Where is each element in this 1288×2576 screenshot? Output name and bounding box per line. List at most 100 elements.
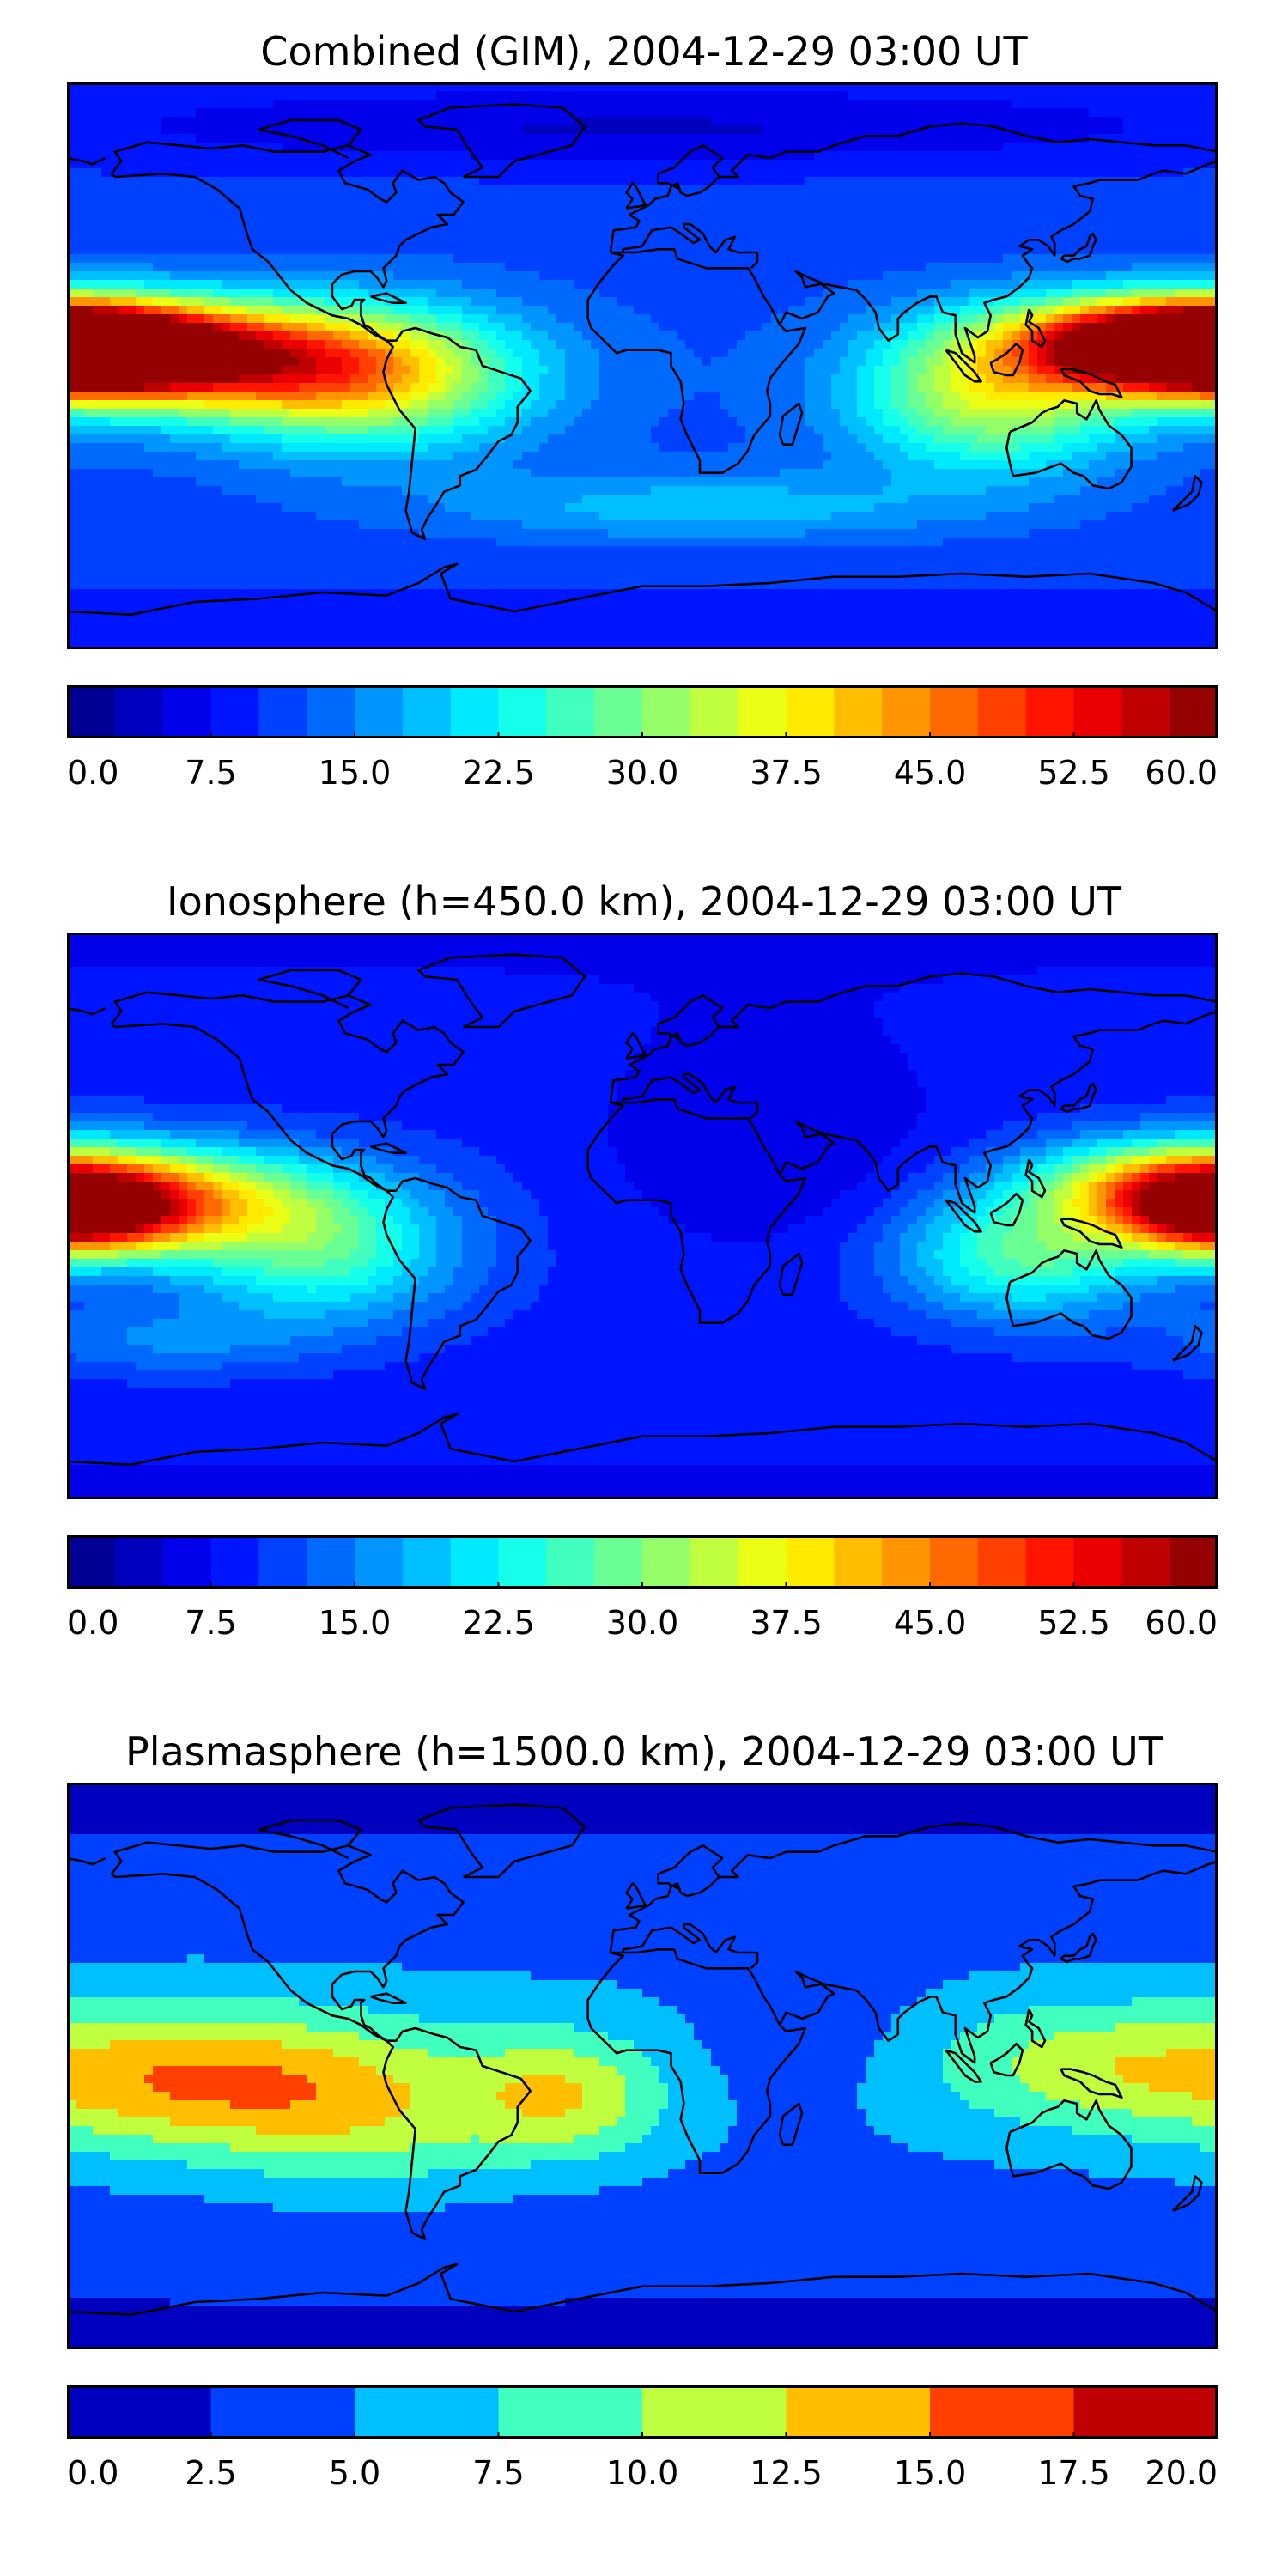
colorbar-tick-label: 0.0 <box>67 1604 118 1642</box>
colorbar-segment <box>1170 685 1218 738</box>
colorbar-segment <box>67 685 116 738</box>
colorbar-tick-label: 30.0 <box>606 1604 679 1642</box>
colorbar-segment <box>355 685 404 738</box>
colorbar-tick-label: 7.5 <box>472 2454 524 2492</box>
colorbar-segment <box>690 1535 739 1589</box>
colorbar-segment <box>1073 2385 1218 2439</box>
colorbar-segment <box>642 2385 787 2439</box>
colorbar-segment <box>258 685 307 738</box>
colorbar-segment <box>642 1535 691 1589</box>
colorbar-tick-label: 7.5 <box>185 1604 236 1642</box>
colorbar-tick-label: 5.0 <box>329 2454 380 2492</box>
colorbar-tick-label: 2.5 <box>185 2454 236 2492</box>
colorbar-segment <box>114 1535 164 1589</box>
colorbar-tick-label: 60.0 <box>1145 1604 1218 1642</box>
colorbar-tick-label: 60.0 <box>1145 754 1218 792</box>
tec-field <box>67 1783 1218 2349</box>
colorbar-segment <box>930 1535 979 1589</box>
colorbar-tick-label: 37.5 <box>750 754 823 792</box>
colorbar-segment <box>1025 685 1074 738</box>
tec-field <box>67 933 1218 1499</box>
colorbar-segment <box>498 2385 643 2439</box>
colorbar-tick-label: 15.0 <box>319 1604 392 1642</box>
colorbar-segment <box>786 1535 835 1589</box>
colorbar-segment <box>786 685 835 738</box>
colorbar-segment <box>977 685 1027 738</box>
colorbar <box>67 685 1218 738</box>
colorbar-segment <box>546 1535 595 1589</box>
colorbar-segment <box>355 2385 499 2439</box>
colorbar-tick-label: 30.0 <box>606 754 679 792</box>
colorbar-segment <box>977 1535 1027 1589</box>
colorbar-segment <box>1025 1535 1074 1589</box>
colorbar-segment <box>786 2385 931 2439</box>
colorbar-segment <box>114 685 164 738</box>
colorbar-segment <box>834 685 883 738</box>
colorbar-segment <box>450 685 499 738</box>
colorbar-segment <box>210 2385 355 2439</box>
panel-title: Combined (GIM), 2004-12-29 03:00 UT <box>0 26 1288 77</box>
colorbar-segment <box>162 685 211 738</box>
colorbar-segment <box>67 1535 116 1589</box>
colorbar-tick-label: 52.5 <box>1037 754 1110 792</box>
colorbar-segment <box>307 1535 355 1589</box>
colorbar-tick-label: 52.5 <box>1037 1604 1110 1642</box>
tec-map <box>67 933 1218 1499</box>
colorbar-segment <box>307 685 355 738</box>
tec-field <box>67 82 1218 649</box>
colorbar-segment <box>258 1535 307 1589</box>
colorbar-tick-label: 45.0 <box>894 754 967 792</box>
colorbar <box>67 1535 1218 1589</box>
tec-map <box>67 1783 1218 2349</box>
coastlines <box>67 103 1218 617</box>
colorbar-segment <box>882 685 931 738</box>
panel-combined: Combined (GIM), 2004-12-29 03:00 UT 0.0 7… <box>0 26 1288 867</box>
colorbar-segment <box>642 685 691 738</box>
map-frame-border <box>67 933 1218 1499</box>
colorbar-tick-label: 15.0 <box>894 2454 967 2492</box>
colorbar-segment <box>210 685 259 738</box>
colorbar-segment <box>1073 1535 1122 1589</box>
coastlines <box>67 953 1218 1467</box>
panel-plasmasphere: Plasmasphere (h=1500.0 km), 2004-12-29 0… <box>0 1726 1288 2567</box>
colorbar-segment <box>690 685 739 738</box>
colorbar-tick-label: 0.0 <box>67 754 118 792</box>
colorbar-segment <box>930 2385 1074 2439</box>
panel-title: Ionosphere (h=450.0 km), 2004-12-29 03:0… <box>0 876 1288 927</box>
colorbar-segment <box>1121 685 1170 738</box>
map-frame-border <box>67 82 1218 649</box>
colorbar-segment <box>1073 685 1122 738</box>
colorbar-segment <box>546 685 595 738</box>
colorbar-tick-label: 37.5 <box>750 1604 823 1642</box>
colorbar-segment <box>1121 1535 1170 1589</box>
panel-title: Plasmasphere (h=1500.0 km), 2004-12-29 0… <box>0 1726 1288 1777</box>
colorbar-segment <box>594 685 643 738</box>
colorbar-segment <box>355 1535 404 1589</box>
colorbar-segment <box>498 1535 547 1589</box>
colorbar-segment <box>210 1535 259 1589</box>
map-frame-border <box>67 1783 1218 2349</box>
colorbar-segment <box>450 1535 499 1589</box>
colorbar-segment <box>930 685 979 738</box>
colorbar-tick-label: 10.0 <box>606 2454 679 2492</box>
colorbar-segment <box>738 685 787 738</box>
colorbar <box>67 2385 1218 2439</box>
colorbar-tick-label: 22.5 <box>462 1604 535 1642</box>
colorbar-tick-label: 22.5 <box>462 754 535 792</box>
colorbar-segment <box>402 1535 452 1589</box>
colorbar-tick-label: 17.5 <box>1037 2454 1110 2492</box>
panel-ionosphere: Ionosphere (h=450.0 km), 2004-12-29 03:0… <box>0 876 1288 1717</box>
colorbar-segment <box>594 1535 643 1589</box>
colorbar-segment <box>882 1535 931 1589</box>
colorbar-tick-label: 0.0 <box>67 2454 118 2492</box>
colorbar-tick-label: 20.0 <box>1145 2454 1218 2492</box>
colorbar-segment <box>67 2385 211 2439</box>
colorbar-tick-label: 12.5 <box>750 2454 823 2492</box>
coastlines <box>67 1803 1218 2317</box>
colorbar-segment <box>162 1535 211 1589</box>
colorbar-tick-label: 15.0 <box>319 754 392 792</box>
colorbar-tick-label: 45.0 <box>894 1604 967 1642</box>
colorbar-tick-label: 7.5 <box>185 754 236 792</box>
colorbar-segment <box>402 685 452 738</box>
colorbar-segment <box>498 685 547 738</box>
